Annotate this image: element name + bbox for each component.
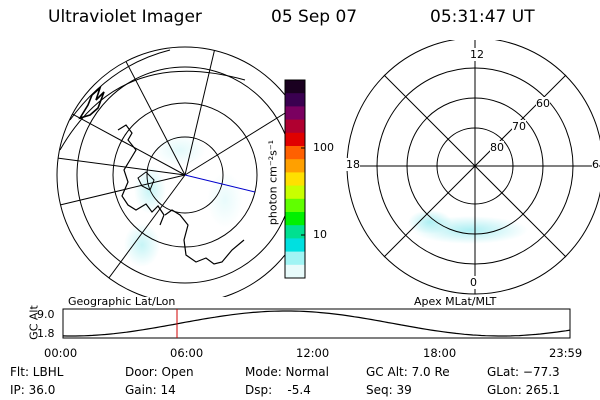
magnetic-caption: Apex MLat/MLT [414, 295, 497, 308]
timeline-xtick-1800: 18:00 [423, 346, 457, 360]
colorbar-stripe [285, 80, 305, 94]
geographic-caption: Geographic Lat/Lon [68, 295, 176, 308]
colorbar-stripe [285, 251, 305, 266]
colorbar-stripe [285, 106, 305, 121]
aurora-patch [154, 134, 206, 166]
colorbar-stripe [285, 93, 305, 107]
colorbar-unit-label: photon cm⁻²s⁻¹ [266, 139, 280, 226]
info-ip: IP: 36.0 [10, 383, 56, 397]
info-gc-alt: GC Alt: 7.0 Re [366, 365, 450, 379]
colorbar-stripe [285, 212, 305, 226]
aurora-patch [207, 172, 243, 228]
colorbar-tick-10: 10 [313, 228, 327, 241]
info-mode: Mode: Normal [245, 365, 329, 379]
colorbar-stripe [285, 198, 305, 213]
colorbar [284, 79, 306, 279]
timeline-xtick-2359: 23:59 [549, 346, 583, 360]
timeline-xtick-1200: 12:00 [296, 346, 330, 360]
colorbar-stripe [285, 172, 305, 187]
info-glat: GLat: −77.3 [487, 365, 560, 379]
geographic-map [56, 46, 305, 297]
colorbar-stripe [285, 185, 305, 200]
timeline-ytick-9: 9.0 [37, 308, 55, 321]
timeline-xtick-0000: 00:00 [44, 346, 78, 360]
timeline-xtick-0600: 06:00 [170, 346, 204, 360]
aurora-patch [124, 223, 160, 267]
mlat-label-60: 60 [536, 97, 550, 110]
mlt-label-18: 18 [346, 158, 360, 171]
info-seq: Seq: 39 [366, 383, 412, 397]
magnetic-map [346, 40, 600, 295]
colorbar-stripe [285, 132, 305, 147]
info-gain: Gain: 14 [125, 383, 176, 397]
mlt-label-0: 0 [470, 276, 477, 289]
time-label: 05:31:47 UT [430, 7, 535, 27]
mlat-label-70: 70 [512, 120, 526, 133]
colorbar-stripe [285, 146, 305, 160]
timeline-ytick-1: 1.8 [37, 327, 55, 340]
app-title: Ultraviolet Imager [48, 7, 202, 27]
colorbar-stripe [285, 238, 305, 253]
colorbar-stripe [285, 119, 305, 134]
aurora-oval [408, 210, 452, 234]
info-dsp: Dsp: -5.4 [245, 383, 311, 397]
colorbar-tick-100: 100 [313, 141, 334, 154]
colorbar-stripe [285, 159, 305, 173]
colorbar-stripe [285, 264, 305, 279]
info-glon: GLon: 265.1 [487, 383, 560, 397]
mlt-label-12: 12 [470, 48, 484, 61]
mlt-label-6: 6 [592, 158, 599, 171]
date-label: 05 Sep 07 [271, 7, 358, 27]
altitude-timeline [62, 308, 571, 339]
colorbar-stripe [285, 225, 305, 239]
info-door: Door: Open [125, 365, 194, 379]
info-filter: Flt: LBHL [10, 365, 64, 379]
altitude-curve [62, 310, 571, 337]
mlat-label-80: 80 [490, 141, 504, 154]
